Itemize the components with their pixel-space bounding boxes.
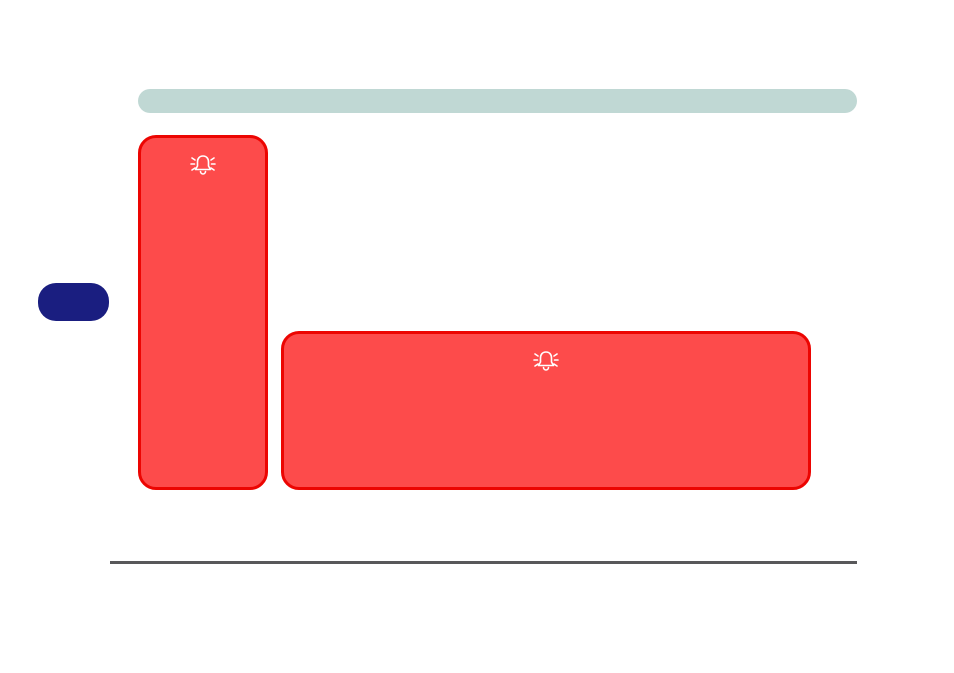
nav-pill[interactable]	[38, 283, 109, 321]
alarm-icon	[189, 152, 217, 176]
top-bar	[138, 89, 857, 113]
alarm-icon	[532, 348, 560, 372]
bottom-divider	[110, 561, 857, 564]
alert-panel-left[interactable]	[138, 135, 268, 490]
alert-panel-right[interactable]	[281, 331, 811, 490]
